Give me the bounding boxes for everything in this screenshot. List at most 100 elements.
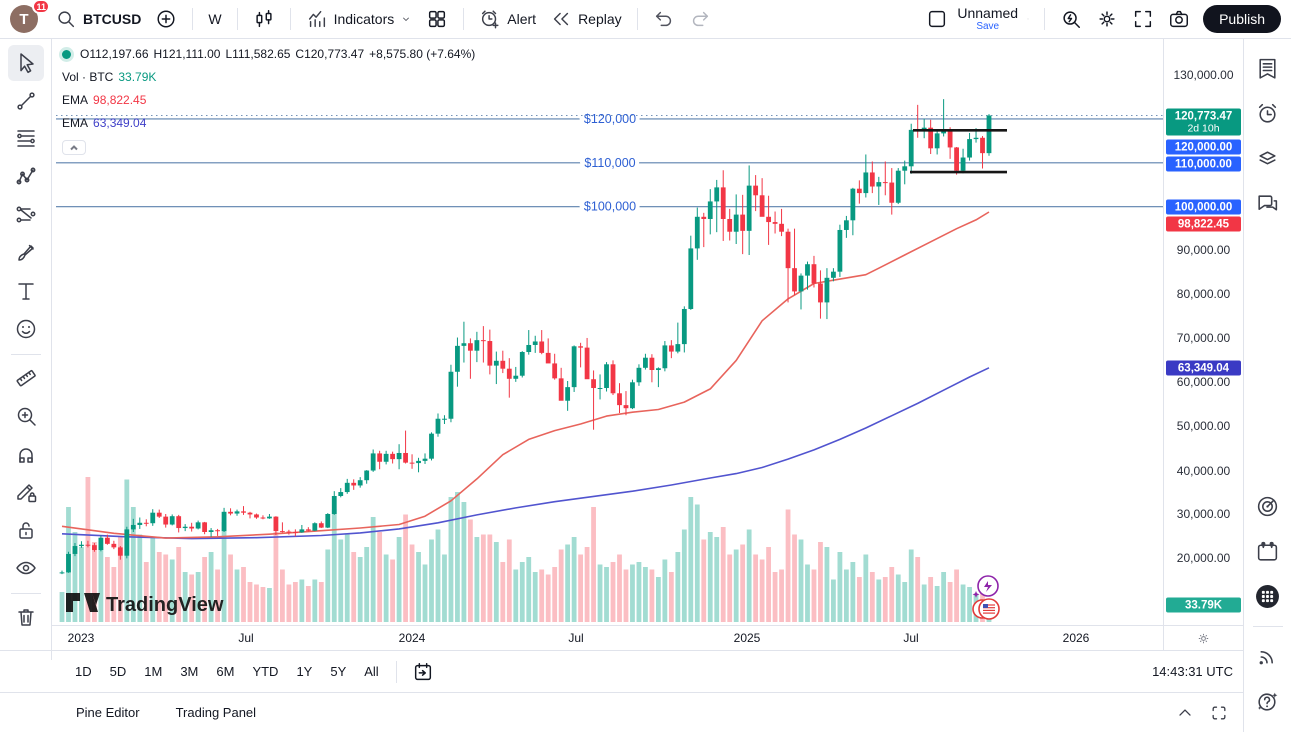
range-ytd-button[interactable]: YTD — [252, 664, 279, 679]
sidebar-chat-button[interactable] — [1251, 186, 1285, 220]
sidebar-alerts-button[interactable] — [1251, 96, 1285, 130]
chevron-down-icon — [400, 8, 412, 30]
replay-icon — [550, 8, 572, 30]
ema-fast-row[interactable]: EMA 98,822.45 — [62, 94, 475, 106]
chart-style-button[interactable] — [246, 4, 282, 34]
volume-row[interactable]: Vol · BTC 33.79K — [62, 71, 475, 83]
ema-fast-value: 98,822.45 — [93, 93, 147, 107]
cursor-tool-button[interactable] — [7, 45, 44, 81]
chart-pane[interactable]: $120,000 $110,000 $100,000 TradingView — [52, 39, 1163, 625]
time-axis[interactable]: 2023 Jul 2024 Jul 2025 Jul 2026 — [52, 625, 1163, 650]
axis-settings-corner[interactable] — [1163, 625, 1243, 650]
price-tick: 20,000.00 — [1176, 551, 1231, 565]
alarm-icon — [1255, 101, 1280, 126]
level-label[interactable]: $120,000 — [580, 108, 640, 130]
range-1d-button[interactable]: 1D — [75, 664, 92, 679]
range-all-button[interactable]: All — [364, 664, 379, 679]
compare-add-symbol-button[interactable] — [148, 4, 184, 34]
time-tick: 2025 — [733, 631, 761, 645]
redo-button[interactable] — [682, 4, 718, 34]
price-tick: 130,000.00 — [1173, 68, 1234, 82]
sidebar-screener-button[interactable] — [1251, 489, 1285, 523]
divider — [192, 8, 194, 30]
pattern-icon — [14, 165, 38, 189]
price-axis[interactable]: 130,000.00 90,000.00 80,000.00 70,000.00 60,… — [1163, 39, 1243, 625]
divider — [463, 8, 465, 30]
calendar-icon — [1255, 539, 1280, 564]
level-label[interactable]: $100,000 — [580, 196, 640, 218]
layout-square-icon[interactable] — [919, 4, 955, 34]
zoom-in-tool-button[interactable] — [8, 398, 44, 434]
range-5d-button[interactable]: 5D — [109, 664, 127, 679]
pine-editor-button[interactable]: Pine Editor — [76, 705, 140, 720]
indicator-templates-button[interactable] — [419, 4, 455, 34]
time-tick: 2023 — [67, 631, 95, 645]
level-label[interactable]: $110,000 — [580, 152, 639, 174]
legend-collapse-button[interactable] — [62, 140, 86, 155]
range-3m-button[interactable]: 3M — [180, 664, 199, 679]
sidebar-apps-grid-button[interactable] — [1251, 579, 1285, 613]
trend-line-tool-button[interactable] — [8, 83, 44, 119]
range-6m-button[interactable]: 6M — [216, 664, 235, 679]
trading-panel-button[interactable]: Trading Panel — [175, 705, 257, 720]
sidebar-calendar-button[interactable] — [1251, 534, 1285, 568]
series-dot — [62, 49, 71, 59]
ruler-tool-button[interactable] — [8, 360, 44, 396]
low-value: L111,582.65 — [225, 47, 291, 61]
sidebar-help-button[interactable] — [1251, 684, 1285, 718]
user-menu[interactable]: T 11 — [8, 0, 50, 35]
go-to-date-icon[interactable] — [405, 657, 441, 687]
price-tick: 40,000.00 — [1176, 464, 1231, 478]
fib-icon — [14, 127, 38, 151]
symbol-search-button[interactable]: BTCUSD — [48, 4, 148, 34]
candlestick-chart[interactable]: $120,000 $110,000 $100,000 TradingView — [52, 39, 1163, 625]
level-badge-100k: 100,000.00 — [1166, 199, 1241, 215]
alert-button[interactable]: Alert — [472, 4, 543, 34]
sidebar-broadcast-button[interactable] — [1251, 639, 1285, 673]
sidebar-object-tree-button[interactable] — [1251, 141, 1285, 175]
notification-badge: 11 — [32, 0, 50, 14]
panel-maximize-icon[interactable] — [1209, 703, 1229, 723]
indicators-button[interactable]: Indicators — [299, 4, 420, 34]
ohlc-row[interactable]: O112,197.66 H121,111.00 L111,582.65 C120… — [62, 48, 475, 60]
projection-tool-button[interactable] — [8, 197, 44, 233]
watchlist-icon — [1255, 56, 1280, 81]
layout-chevron-down-icon[interactable] — [1020, 4, 1036, 34]
lock-drawings-tool-button[interactable] — [8, 512, 44, 548]
range-1y-button[interactable]: 1Y — [296, 664, 313, 679]
replay-button[interactable]: Replay — [543, 4, 629, 34]
price-tick: 80,000.00 — [1176, 287, 1231, 301]
undo-button[interactable] — [646, 4, 682, 34]
ema-slow-label: EMA — [62, 116, 89, 130]
settings-gear-icon[interactable] — [1089, 4, 1125, 34]
remove-objects-tool-button[interactable] — [8, 599, 44, 635]
divider — [1252, 626, 1283, 627]
pattern-tool-button[interactable] — [8, 159, 44, 195]
text-tool-button[interactable] — [8, 273, 44, 309]
drawing-mode-tool-button[interactable] — [8, 474, 44, 510]
interval-button[interactable]: W — [208, 11, 222, 27]
range-1m-button[interactable]: 1M — [144, 664, 163, 679]
magnet-tool-button[interactable] — [8, 436, 44, 472]
panel-chevron-up-icon[interactable] — [1175, 703, 1195, 723]
quick-search-icon[interactable] — [1053, 4, 1089, 34]
screenshot-camera-icon[interactable] — [1161, 4, 1197, 34]
magnet-icon — [14, 442, 38, 466]
sidebar-watchlist-button[interactable] — [1251, 51, 1285, 85]
hide-drawings-tool-button[interactable] — [8, 550, 44, 586]
range-5y-button[interactable]: 5Y — [330, 664, 347, 679]
save-link[interactable]: Save — [976, 21, 1000, 32]
fullscreen-icon[interactable] — [1125, 4, 1161, 34]
axis-gear-icon — [1198, 633, 1209, 643]
ruler-icon — [14, 366, 38, 390]
ema-slow-row[interactable]: EMA 63,349.04 — [62, 117, 475, 129]
emoji-tool-button[interactable] — [8, 311, 44, 347]
clock-utc[interactable]: 14:43:31 UTC — [1152, 664, 1233, 679]
pencil-lock-icon — [14, 480, 38, 504]
layout-save-control[interactable]: Unnamed Save — [957, 6, 1018, 32]
level-badge-110k: 110,000.00 — [1166, 156, 1241, 172]
trend-line-icon — [14, 89, 38, 113]
fib-retracement-tool-button[interactable] — [8, 121, 44, 157]
brush-tool-button[interactable] — [8, 235, 44, 271]
publish-button[interactable]: Publish — [1203, 5, 1281, 33]
